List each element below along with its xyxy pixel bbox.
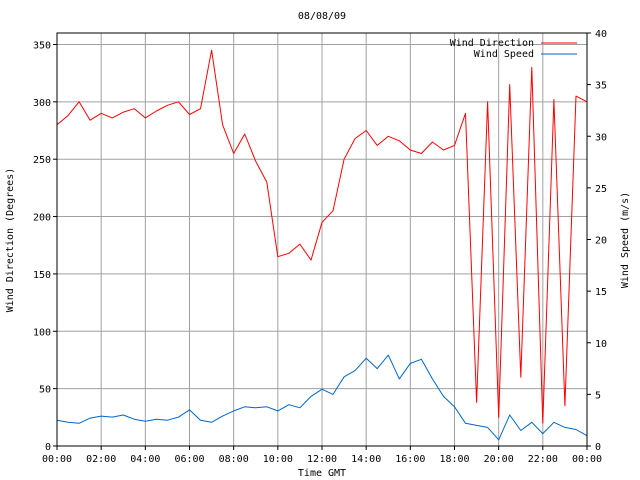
x-tick-label: 16:00 xyxy=(395,454,425,465)
x-tick-label: 00:00 xyxy=(42,454,72,465)
y-left-tick-label: 350 xyxy=(33,40,51,51)
y-right-tick-label: 20 xyxy=(595,236,607,247)
y-right-tick-label: 40 xyxy=(595,29,607,40)
y-axis-left-ticks: 0 50 100 150 200 250 300 350 xyxy=(33,40,57,453)
x-tick-label: 14:00 xyxy=(351,454,381,465)
y-right-tick-label: 35 xyxy=(595,81,607,92)
legend-label-wind-speed: Wind Speed xyxy=(474,49,534,60)
y-right-tick-label: 0 xyxy=(595,442,601,453)
y-right-tick-label: 25 xyxy=(595,184,607,195)
x-tick-label: 12:00 xyxy=(307,454,337,465)
x-tick-label: 00:00 xyxy=(572,454,602,465)
x-tick-label: 18:00 xyxy=(439,454,469,465)
x-axis-ticks: 00:00 02:00 04:00 06:00 08:00 10:00 12:00 14:00… xyxy=(42,446,602,465)
series-line-wind-direction xyxy=(56,49,588,424)
x-tick-label: 04:00 xyxy=(130,454,160,465)
series-lines xyxy=(56,49,588,441)
x-axis-label: Time GMT xyxy=(298,468,346,479)
legend-label-wind-direction: Wind Direction xyxy=(450,38,534,49)
y-axis-right-label: Wind Speed (m/s) xyxy=(620,192,631,288)
y-left-tick-label: 250 xyxy=(33,155,51,166)
y-axis-right-ticks: 0 5 10 15 20 25 30 35 40 xyxy=(587,29,607,453)
y-right-tick-label: 30 xyxy=(595,132,607,143)
chart-title: 08/08/09 xyxy=(298,11,346,22)
y-right-tick-label: 5 xyxy=(595,390,601,401)
x-tick-label: 10:00 xyxy=(263,454,293,465)
y-axis-left-label: Wind Direction (Degrees) xyxy=(5,168,16,313)
y-left-tick-label: 200 xyxy=(33,213,51,224)
grid-lines xyxy=(57,33,587,446)
y-left-tick-label: 0 xyxy=(45,442,51,453)
y-right-tick-label: 15 xyxy=(595,287,607,298)
x-tick-label: 20:00 xyxy=(484,454,514,465)
x-tick-label: 22:00 xyxy=(528,454,558,465)
x-tick-label: 08:00 xyxy=(219,454,249,465)
y-left-tick-label: 300 xyxy=(33,98,51,109)
plot-frame xyxy=(56,32,588,447)
y-left-tick-label: 100 xyxy=(33,327,51,338)
series-line-wind-speed xyxy=(56,354,588,441)
legend: Wind Direction Wind Speed xyxy=(450,38,577,60)
x-tick-label: 02:00 xyxy=(86,454,116,465)
y-left-tick-label: 150 xyxy=(33,270,51,281)
y-left-tick-label: 50 xyxy=(39,385,51,396)
x-tick-label: 06:00 xyxy=(174,454,204,465)
y-right-tick-label: 10 xyxy=(595,339,607,350)
